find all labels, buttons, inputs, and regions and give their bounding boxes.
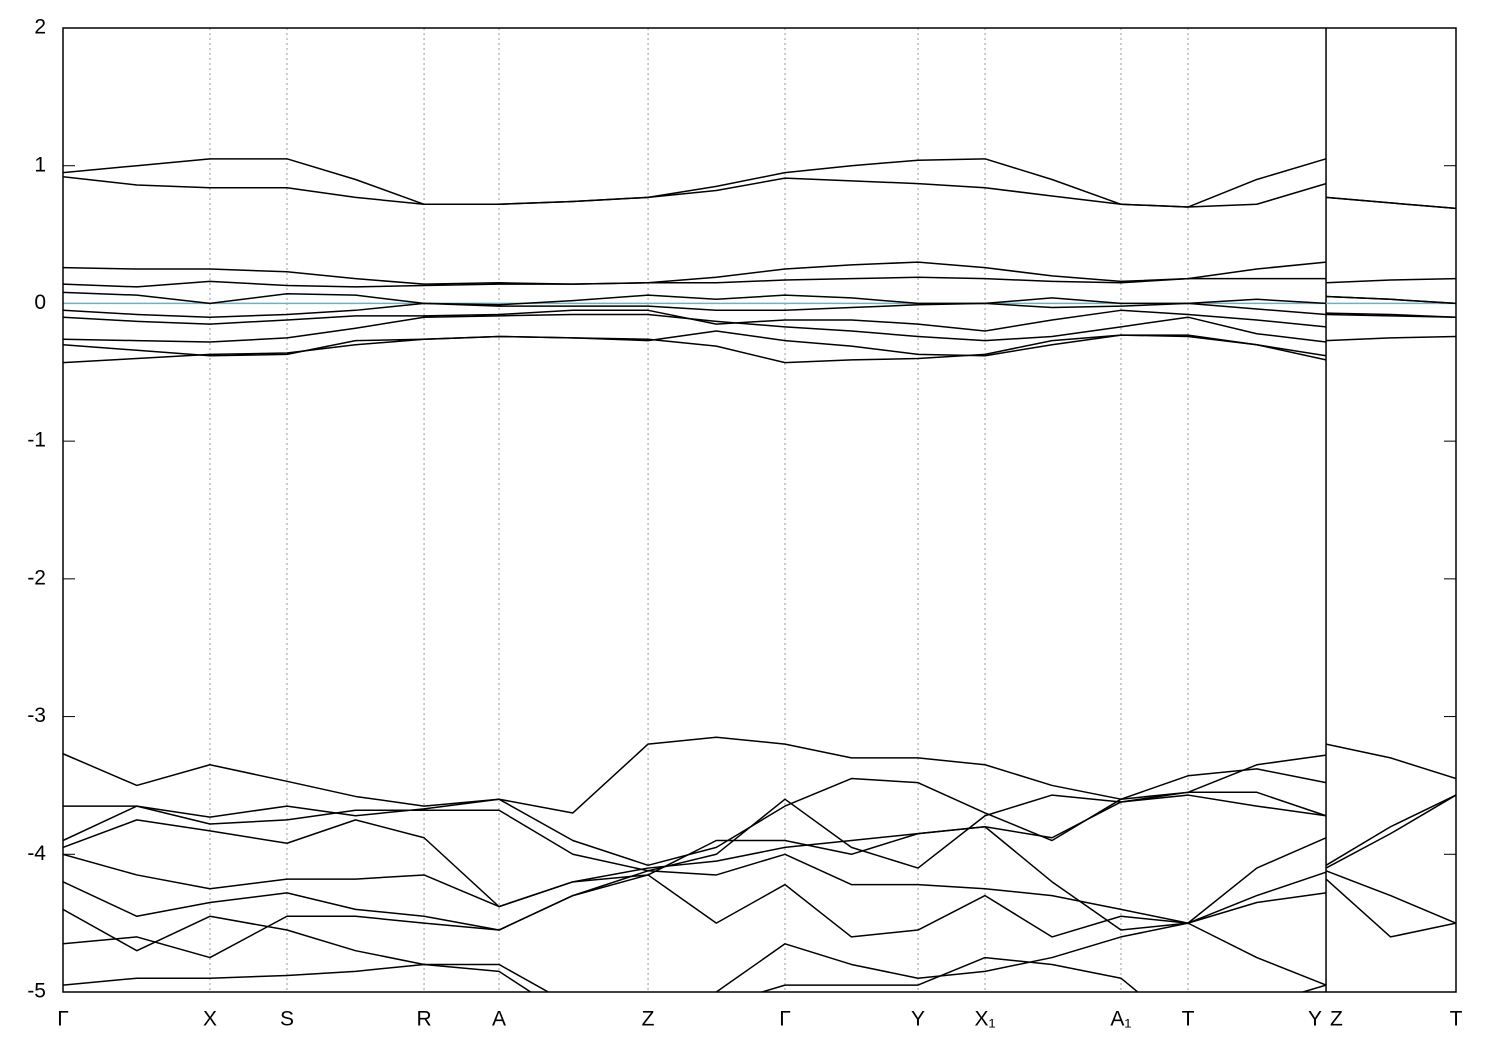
band-line [63,309,1456,332]
x-tick-label: A [492,1008,506,1031]
band-line [63,853,1327,931]
band-line [63,768,1456,869]
band-line [63,158,1456,210]
band-line [63,334,1327,364]
x-tick-label: A₁ [1110,1008,1131,1031]
band-line [63,819,1456,931]
band-line [63,956,1327,992]
x-tick-label: S [280,1008,294,1031]
x-tick-label: Z [1330,1008,1343,1031]
x-tick-label: Γ [57,1008,69,1031]
x-tick-label: R [416,1008,431,1031]
y-tick-label: -1 [27,429,46,452]
band-line [63,791,1456,938]
x-tick-label: X [203,1008,217,1031]
band-line [63,908,1327,992]
y-tick-label: -3 [27,704,46,727]
band-line [63,302,1456,318]
band-line [63,175,1456,210]
y-tick-label: -2 [27,566,46,589]
x-tick-label: T [1450,1008,1463,1031]
plot-area [63,158,1456,992]
x-tick-label: Z [642,1008,655,1031]
y-tick-label: -5 [27,980,46,1003]
y-tick-label: 2 [34,16,46,39]
band-line [63,871,1327,959]
band-line [63,291,1456,306]
x-tick-label: Y [1308,1008,1322,1031]
x-tick-label: T [1182,1008,1195,1031]
x-tick-label: Γ [779,1008,791,1031]
y-tick-label: 0 [34,291,46,314]
plot-frame [62,27,1457,993]
band-line [63,313,1456,343]
band-line [63,736,1456,814]
y-tick-label: -4 [27,842,46,865]
y-tick-label: 1 [34,153,46,176]
x-tick-label: X₁ [974,1008,995,1031]
x-tick-label: Y [911,1008,925,1031]
band-line [63,261,1456,285]
band-line [63,794,1456,872]
